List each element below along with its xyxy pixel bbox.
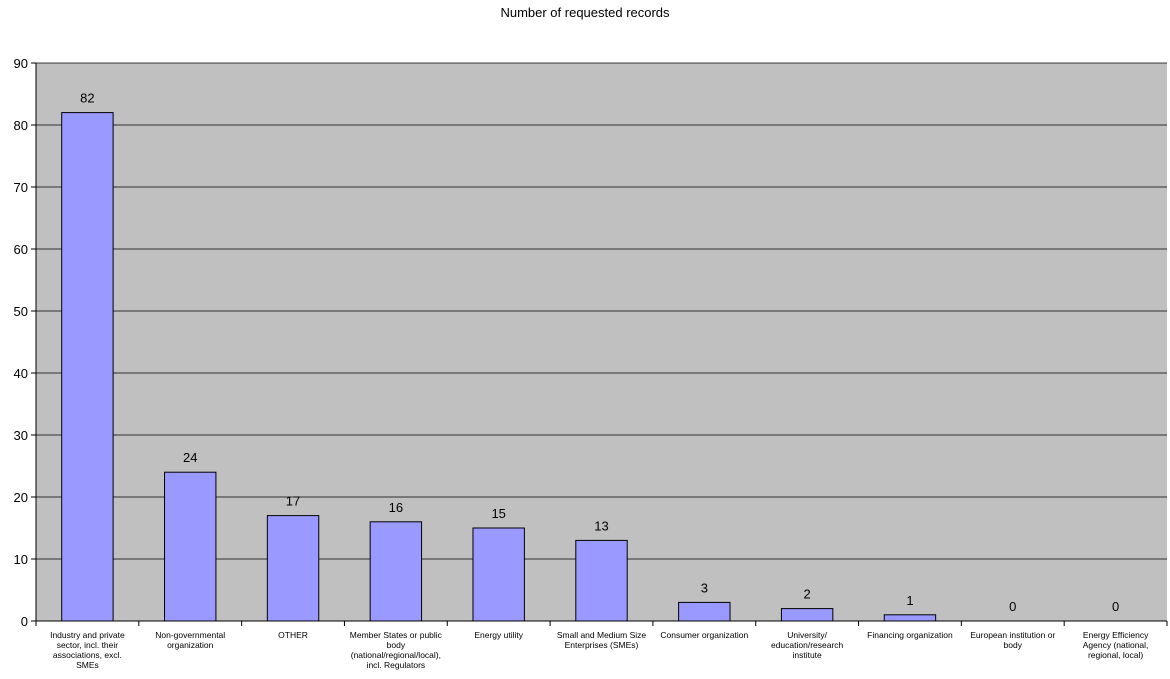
- y-tick-label: 0: [21, 614, 28, 629]
- data-label: 24: [183, 450, 197, 465]
- bar: [780, 608, 834, 622]
- x-tick-label: Energy utility: [474, 630, 523, 640]
- bar: [369, 521, 423, 622]
- bar: [61, 112, 114, 622]
- y-tick-label: 40: [14, 366, 28, 381]
- y-tick-label: 20: [14, 490, 28, 505]
- data-label: 0: [1009, 599, 1016, 614]
- bar: [678, 601, 731, 622]
- data-label: 82: [80, 91, 94, 106]
- y-tick-label: 50: [14, 304, 28, 319]
- x-tick-label: University/ education/research institute: [770, 630, 844, 660]
- x-tick-label: European institution or body: [970, 630, 1056, 650]
- data-label: 3: [701, 580, 708, 595]
- y-tick-label: 10: [14, 552, 28, 567]
- x-tick-label: OTHER: [278, 630, 308, 640]
- chart-title: Number of requested records: [500, 5, 670, 20]
- y-tick-label: 70: [14, 180, 28, 195]
- x-tick-label: Small and Medium Size Enterprises (SMEs): [556, 630, 647, 650]
- bar: [164, 471, 217, 622]
- data-label: 1: [906, 593, 913, 608]
- x-tick-label: Non-governmental organization: [155, 630, 226, 650]
- bar: [266, 515, 320, 622]
- y-tick-label: 60: [14, 242, 28, 257]
- x-tick-label: Member States or public body (national/r…: [349, 630, 442, 670]
- bar: [575, 539, 628, 622]
- x-tick-label: Consumer organization: [660, 630, 749, 640]
- y-tick-label: 90: [14, 56, 28, 71]
- data-label: 15: [491, 506, 505, 521]
- data-label: 2: [804, 587, 811, 602]
- y-tick-label: 80: [14, 118, 28, 133]
- y-tick-label: 30: [14, 428, 28, 443]
- bar: [472, 527, 525, 622]
- x-tick-label: Financing organization: [867, 630, 953, 640]
- data-label: 16: [389, 500, 403, 515]
- x-tick-label: Energy Efficiency Agency (national, regi…: [1082, 630, 1149, 660]
- x-tick-label: Industry and private sector, incl. their…: [50, 630, 125, 670]
- plot-area: [36, 63, 1167, 621]
- data-label: 13: [594, 518, 608, 533]
- data-label: 0: [1112, 599, 1119, 614]
- bar: [883, 614, 937, 622]
- data-label: 17: [286, 494, 300, 509]
